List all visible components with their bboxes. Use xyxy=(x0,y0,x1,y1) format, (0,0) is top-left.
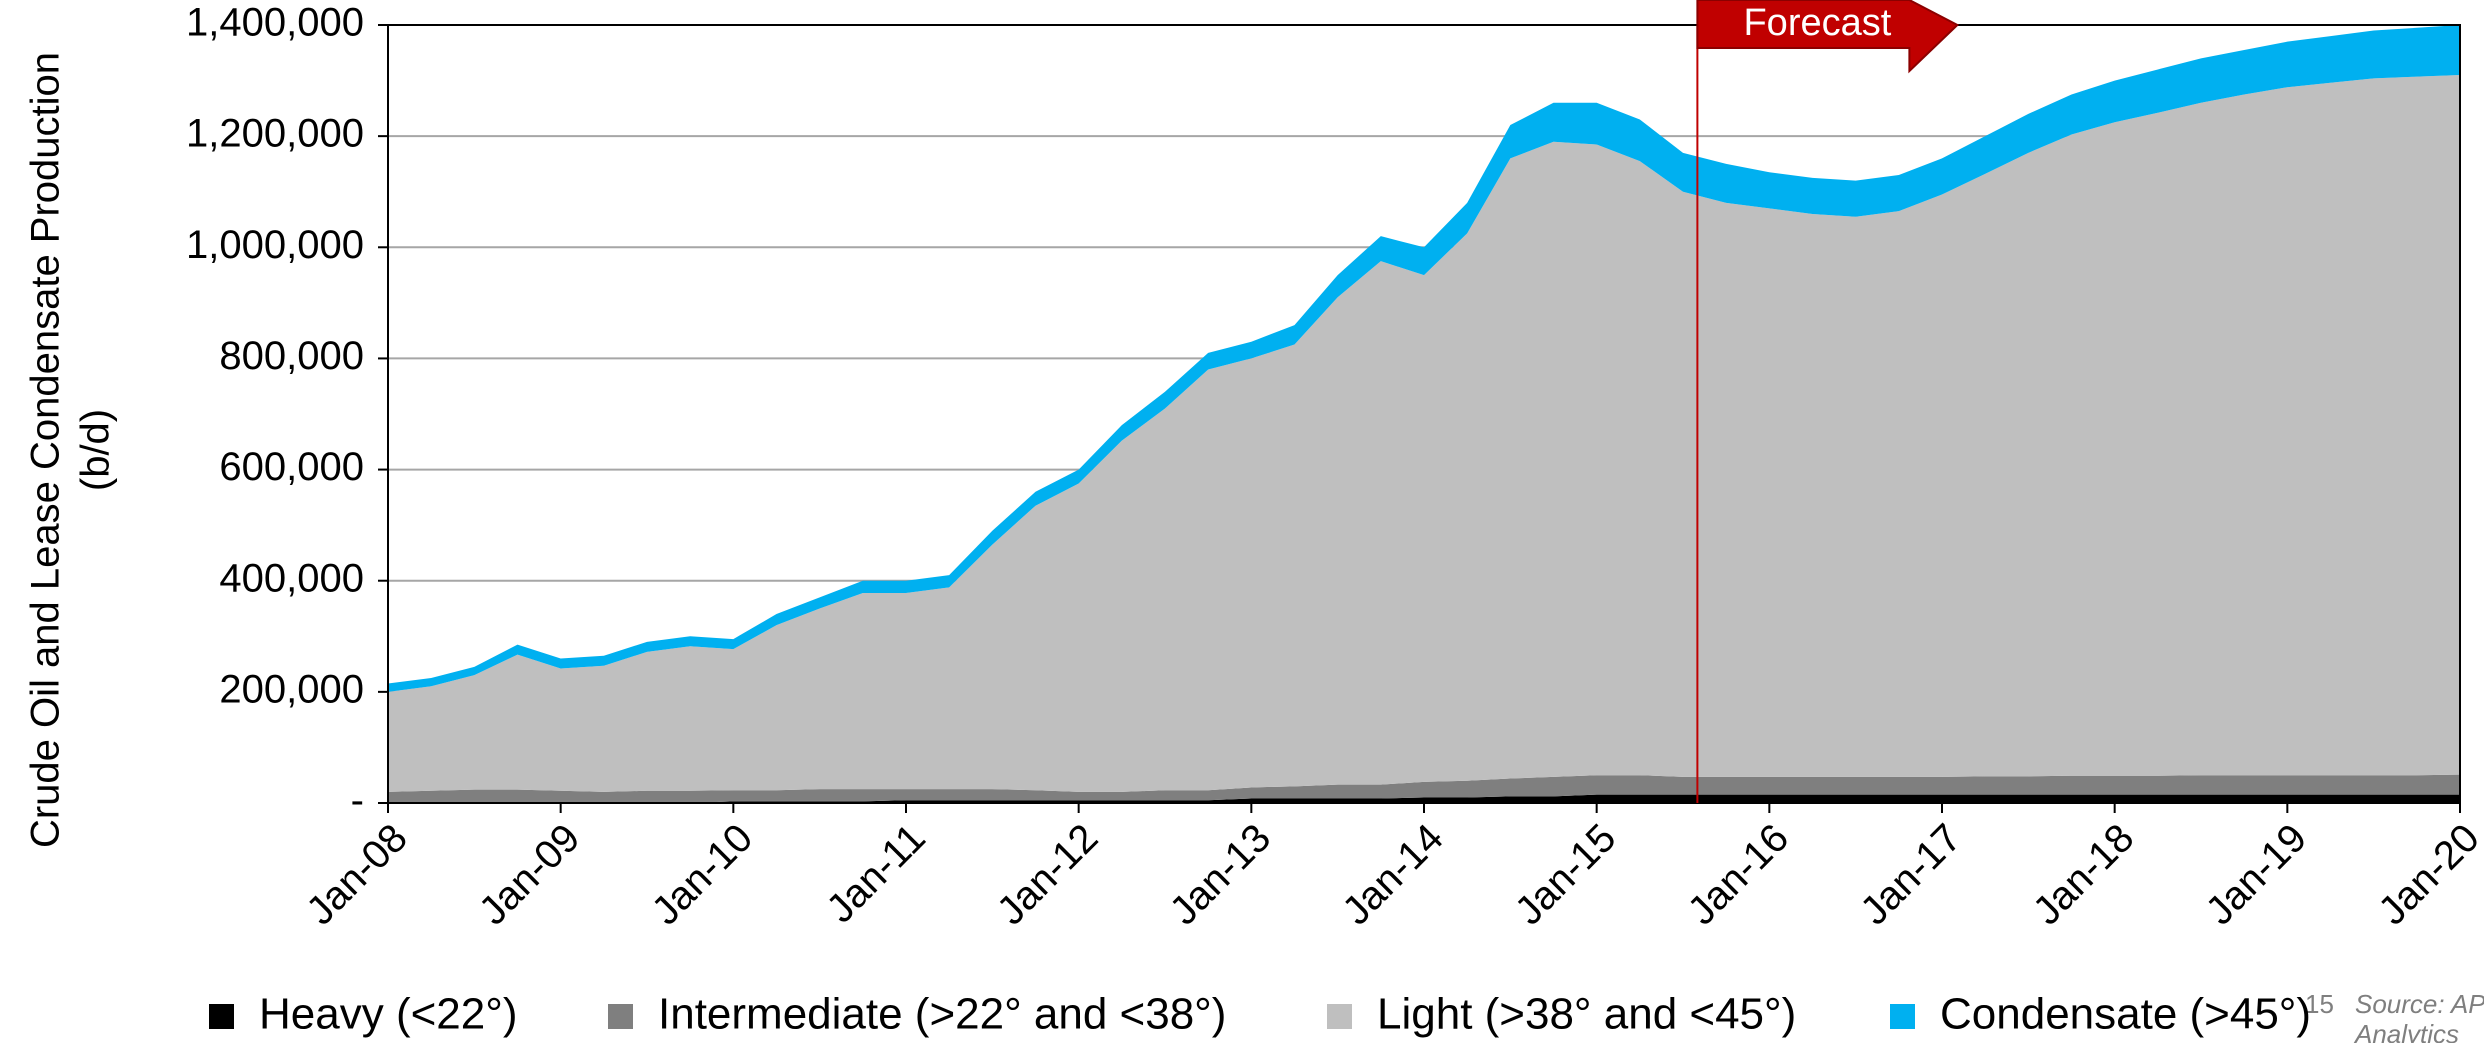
x-tick-label: Jan-20 xyxy=(2370,816,2484,934)
legend-swatch xyxy=(1327,1004,1352,1029)
y-tick-label: 600,000 xyxy=(219,445,364,489)
x-tick-label: Jan-09 xyxy=(471,816,589,934)
x-tick-label: Jan-11 xyxy=(818,816,934,932)
legend-swatch xyxy=(1890,1004,1915,1029)
legend-label: Light (>38° and <45°) xyxy=(1377,990,1796,1039)
forecast-arrow xyxy=(1696,0,1960,74)
area xyxy=(388,794,2460,803)
x-tick-label: Jan-14 xyxy=(1334,816,1452,934)
y-tick-label: 1,200,000 xyxy=(186,112,364,156)
x-tick-label: Jan-08 xyxy=(298,816,416,934)
source: Source: AP xyxy=(2355,989,2484,1019)
source: Analytics xyxy=(2353,1019,2459,1043)
x-tick-label: Jan-16 xyxy=(1680,816,1798,934)
x-tick-label: Jan-17 xyxy=(1852,816,1970,934)
x-tick-label: Jan-19 xyxy=(2198,816,2316,934)
y-tick-label: 1,400,000 xyxy=(186,1,364,45)
area xyxy=(388,25,2460,692)
legend-swatch xyxy=(209,1004,234,1029)
legend-label: Condensate (>45°) xyxy=(1940,990,2311,1039)
y-axis-title: Crude Oil and Lease Condensate Productio… xyxy=(24,52,68,848)
legend-swatch xyxy=(608,1004,633,1029)
y-tick-label: 1,000,000 xyxy=(186,223,364,267)
legend-label: Intermediate (>22° and <38°) xyxy=(658,990,1226,1039)
y-tick-label: 200,000 xyxy=(219,667,364,711)
y-tick-label: 400,000 xyxy=(219,556,364,600)
x-tick-label: Jan-12 xyxy=(989,816,1107,934)
y-axis-unit: (b/d) xyxy=(74,409,118,491)
x-tick-label: Jan-13 xyxy=(1162,816,1280,934)
x-tick-label: Jan-15 xyxy=(1507,816,1625,934)
y-tick-label: - xyxy=(351,779,364,823)
forecast-label: Forecast xyxy=(1743,2,1891,44)
y-tick-label: 800,000 xyxy=(219,334,364,378)
area xyxy=(388,774,2460,803)
x-tick-label: Jan-18 xyxy=(2025,816,2143,934)
page-number: 15 xyxy=(2305,989,2334,1019)
x-tick-label: Jan-10 xyxy=(644,816,762,934)
area xyxy=(388,75,2460,792)
legend-label: Heavy (<22°) xyxy=(259,990,517,1039)
